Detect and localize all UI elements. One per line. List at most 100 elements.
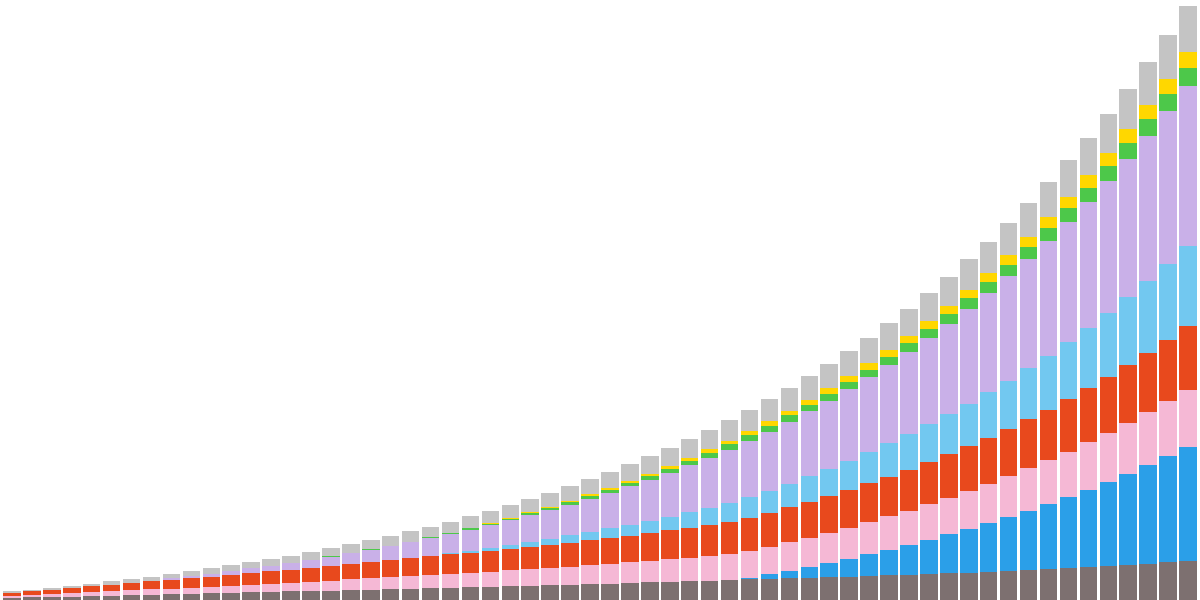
Bar [780, 508, 798, 542]
Bar [4, 593, 20, 596]
Bar [1000, 429, 1018, 476]
Bar [502, 505, 520, 518]
Bar [541, 510, 559, 539]
Bar [860, 554, 878, 576]
Bar [1120, 130, 1138, 143]
Bar [881, 350, 898, 356]
Bar [402, 542, 420, 558]
Bar [840, 461, 858, 490]
Bar [263, 584, 280, 592]
Bar [242, 568, 260, 573]
Bar [481, 551, 499, 572]
Bar [601, 584, 619, 600]
Bar [860, 522, 878, 554]
Bar [721, 440, 738, 445]
Bar [881, 550, 898, 575]
Bar [1020, 469, 1037, 511]
Bar [581, 532, 599, 541]
Bar [641, 583, 659, 600]
Bar [402, 558, 420, 576]
Bar [622, 483, 638, 487]
Bar [800, 405, 818, 412]
Bar [282, 563, 300, 569]
Bar [900, 470, 918, 511]
Bar [442, 553, 460, 554]
Bar [761, 421, 779, 425]
Bar [881, 323, 898, 350]
Bar [62, 588, 80, 593]
Bar [761, 547, 779, 574]
Bar [1039, 228, 1057, 241]
Bar [1180, 86, 1196, 246]
Bar [680, 581, 698, 600]
Bar [740, 497, 758, 518]
Bar [661, 469, 678, 473]
Bar [1159, 79, 1177, 94]
Bar [362, 590, 379, 600]
Bar [800, 376, 818, 400]
Bar [562, 505, 578, 535]
Bar [641, 561, 659, 583]
Bar [680, 439, 698, 458]
Bar [263, 566, 280, 571]
Bar [960, 404, 978, 446]
Bar [622, 583, 638, 600]
Bar [840, 382, 858, 389]
Bar [920, 574, 937, 600]
Bar [541, 568, 559, 586]
Bar [780, 571, 798, 578]
Bar [740, 410, 758, 431]
Bar [462, 551, 479, 553]
Bar [62, 593, 80, 596]
Bar [920, 322, 937, 329]
Bar [203, 574, 220, 577]
Bar [122, 583, 140, 590]
Bar [1180, 68, 1196, 86]
Bar [900, 575, 918, 600]
Bar [740, 579, 758, 600]
Bar [1039, 460, 1057, 504]
Bar [462, 572, 479, 587]
Bar [1159, 264, 1177, 340]
Bar [242, 573, 260, 585]
Bar [1120, 423, 1138, 474]
Bar [402, 576, 420, 589]
Bar [761, 513, 779, 547]
Bar [860, 484, 878, 522]
Bar [1120, 474, 1138, 565]
Bar [1180, 52, 1196, 68]
Bar [522, 514, 539, 515]
Bar [960, 259, 978, 290]
Bar [581, 565, 599, 584]
Bar [940, 314, 958, 324]
Bar [143, 581, 161, 589]
Bar [302, 591, 319, 600]
Bar [143, 595, 161, 600]
Bar [821, 577, 838, 600]
Bar [1080, 388, 1097, 442]
Bar [522, 515, 539, 542]
Bar [800, 502, 818, 538]
Bar [940, 454, 958, 498]
Bar [1099, 166, 1117, 181]
Bar [680, 466, 698, 512]
Bar [1159, 457, 1177, 562]
Bar [203, 577, 220, 587]
Bar [960, 298, 978, 308]
Bar [1060, 568, 1078, 600]
Bar [1000, 265, 1018, 277]
Bar [1000, 381, 1018, 429]
Bar [442, 521, 460, 533]
Bar [382, 589, 400, 600]
Bar [1060, 197, 1078, 208]
Bar [1060, 208, 1078, 221]
Bar [661, 473, 678, 517]
Bar [522, 499, 539, 512]
Bar [502, 571, 520, 586]
Bar [421, 538, 439, 556]
Bar [1020, 203, 1037, 237]
Bar [860, 363, 878, 370]
Bar [680, 458, 698, 461]
Bar [601, 538, 619, 564]
Bar [182, 588, 200, 594]
